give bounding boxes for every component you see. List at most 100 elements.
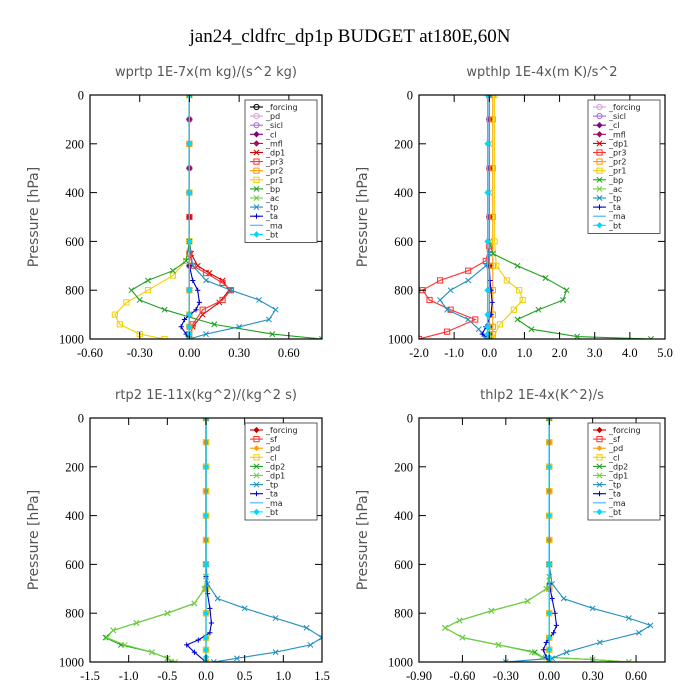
legend-label: _bt bbox=[608, 221, 621, 230]
data-point_dp1 bbox=[524, 598, 531, 604]
legend-item: _sicl bbox=[250, 121, 283, 130]
data-point_bt bbox=[202, 634, 210, 641]
data-point_pr3 bbox=[219, 296, 226, 304]
legend-marker bbox=[596, 149, 603, 156]
legend-item: _cl bbox=[593, 453, 620, 462]
data-point_pr3 bbox=[436, 277, 444, 284]
x-tick-label: -0.5 bbox=[157, 669, 177, 683]
series-line_pr1 bbox=[114, 95, 190, 339]
y-axis-label: Pressure [hPa] bbox=[355, 167, 371, 267]
y-tick-label: 200 bbox=[394, 137, 413, 151]
data-point_pr1 bbox=[169, 272, 176, 279]
legend-marker bbox=[253, 463, 260, 470]
chart-panel-1: wprtp 1E-7x(m kg)/(s^2 kg) Pressure [hPa]… bbox=[26, 65, 323, 360]
legend-label: _ta bbox=[608, 490, 621, 499]
data-point_bt bbox=[186, 189, 193, 196]
data-point_tp bbox=[502, 659, 509, 662]
y-tick-label: 1000 bbox=[388, 333, 413, 347]
legend-marker bbox=[253, 491, 260, 497]
x-tick-label: 0.30 bbox=[228, 346, 250, 360]
legend-item: _bt bbox=[593, 508, 621, 517]
data-point_tp bbox=[186, 95, 193, 98]
legend-item: _sf bbox=[593, 435, 620, 444]
data-point_bp bbox=[136, 297, 143, 303]
data-point_tp bbox=[203, 277, 209, 284]
legend: _forcing_sf_pd_cl_dp2_dp1_tp_ta_ma_bt bbox=[587, 422, 661, 521]
data-point_ta bbox=[489, 299, 495, 305]
legend-marker bbox=[253, 176, 260, 183]
legend-label: _pd bbox=[608, 444, 623, 453]
data-point_bt bbox=[546, 610, 553, 617]
legend-item: _pr3 bbox=[593, 149, 626, 158]
data-point_tp bbox=[189, 262, 196, 269]
data-point_tp bbox=[236, 323, 243, 330]
data-point_dp1 bbox=[495, 641, 502, 648]
x-tick-label: 1.0 bbox=[517, 346, 533, 360]
data-point_dp1 bbox=[206, 270, 213, 277]
data-point_bp bbox=[128, 287, 135, 294]
data-point_ta bbox=[190, 277, 196, 284]
series-line_bp bbox=[488, 95, 651, 339]
y-tick-label: 400 bbox=[65, 509, 84, 523]
data-point_bt bbox=[202, 610, 210, 617]
legend-marker bbox=[253, 426, 260, 434]
data-point_dp1 bbox=[543, 585, 550, 592]
data-point_bp bbox=[514, 262, 521, 269]
legend-marker bbox=[596, 472, 603, 479]
data-point_pr3 bbox=[472, 316, 479, 323]
legend-label: _ma bbox=[608, 499, 626, 508]
legend-marker bbox=[596, 204, 603, 210]
legend-marker bbox=[253, 103, 260, 111]
data-point_tp bbox=[307, 641, 314, 648]
data-point_tp bbox=[647, 622, 654, 629]
data-point_bt bbox=[546, 512, 553, 519]
y-tick-label: 200 bbox=[65, 460, 84, 474]
data-point_ta bbox=[195, 287, 201, 293]
data-point_bt bbox=[202, 561, 210, 568]
data-point_bp bbox=[647, 336, 654, 339]
data-point_tp bbox=[319, 634, 322, 641]
data-point_bt bbox=[484, 140, 491, 147]
data-point_tp bbox=[272, 649, 279, 656]
series_bt bbox=[546, 418, 553, 662]
data-point_ta bbox=[549, 595, 555, 602]
legend-marker bbox=[253, 158, 260, 165]
y-tick-label: 400 bbox=[394, 186, 413, 200]
data-point_bt bbox=[202, 463, 210, 470]
legend-item: _cl bbox=[250, 130, 277, 139]
series_ta bbox=[184, 418, 215, 662]
series-line_tp bbox=[205, 418, 322, 662]
y-tick-label: 600 bbox=[394, 558, 413, 572]
data-point_tp bbox=[241, 605, 248, 612]
data-point_ta bbox=[487, 277, 493, 284]
data-point_ta bbox=[195, 637, 201, 643]
x-tick-label: -1.0 bbox=[444, 346, 464, 360]
data-point_tp bbox=[444, 306, 451, 313]
legend-marker bbox=[253, 140, 260, 147]
data-point_bt bbox=[484, 238, 491, 245]
legend-label: _ac bbox=[265, 194, 279, 203]
legend-label: _pr2 bbox=[265, 167, 283, 176]
x-tick-label: 1.0 bbox=[276, 669, 292, 683]
legend-item: _ac bbox=[250, 194, 279, 203]
data-point_ta bbox=[207, 630, 213, 636]
y-tick-label: 600 bbox=[65, 235, 84, 249]
data-point_pr2 bbox=[489, 213, 496, 221]
legend-marker bbox=[596, 454, 603, 461]
figure-title: jan24_cldfrc_dp1p BUDGET at180E,60N bbox=[188, 26, 510, 47]
data-point_bt bbox=[186, 323, 193, 330]
legend-item: _dp1 bbox=[250, 149, 285, 158]
chart-title: wprtp 1E-7x(m kg)/(s^2 kg) bbox=[115, 65, 297, 80]
y-tick-label: 800 bbox=[394, 284, 413, 298]
series-line_ta bbox=[180, 95, 200, 339]
data-point_dp1 bbox=[442, 624, 449, 631]
data-point_pr3 bbox=[465, 267, 472, 274]
plot-frame bbox=[418, 417, 666, 663]
legend-item: _pr1 bbox=[593, 167, 626, 176]
legend: _forcing_pd_sicl_cl_mfl_dp1_pr3_pr2_pr1_… bbox=[244, 99, 318, 243]
legend-marker bbox=[253, 508, 260, 516]
series_pr3 bbox=[419, 95, 493, 339]
legend-marker bbox=[596, 426, 603, 434]
legend-label: _ta bbox=[608, 203, 621, 212]
data-point_tp bbox=[465, 316, 472, 323]
